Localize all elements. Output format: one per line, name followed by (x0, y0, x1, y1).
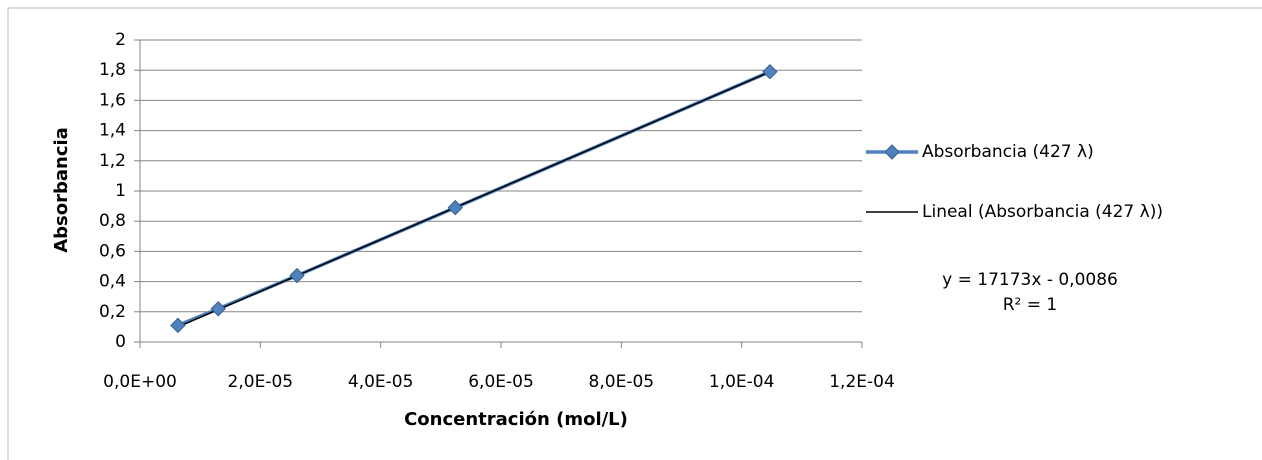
point (210, 301, 226, 317)
trendline-r2: R² = 1 (1003, 295, 1058, 315)
x-tick-label: 0,0E+00 (103, 372, 177, 392)
y-tick-label: 1,2 (99, 151, 126, 171)
x-tick-label: 4,0E-05 (348, 372, 414, 392)
y-tick-label: 0,4 (99, 272, 126, 292)
x-tick-label: 2,0E-05 (228, 372, 294, 392)
trendline-equation: y = 17173x - 0,0086 (942, 270, 1118, 290)
chart-border (7, 7, 1262, 460)
x-tick-label: 1,0E-04 (709, 372, 775, 392)
trendline (177, 71, 771, 328)
y-tick-label: 0 (115, 332, 126, 352)
legend-marker (884, 144, 900, 160)
y-tick-label: 0,6 (99, 241, 126, 261)
y-tick-label: 1,4 (99, 121, 126, 141)
legend-label: Lineal (Absorbancia (427 λ)) (922, 202, 1163, 222)
y-tick-label: 1 (115, 181, 126, 201)
legend-label: Absorbancia (427 λ) (922, 142, 1094, 162)
y-tick-label: 1,6 (99, 90, 126, 110)
y-tick-label: 2 (115, 30, 126, 50)
y-tick-label: 0,2 (99, 302, 126, 322)
x-tick-label: 6,0E-05 (468, 372, 534, 392)
y-tick-label: 1,8 (99, 60, 126, 80)
point (170, 317, 186, 334)
x-tick-label: 8,0E-05 (589, 372, 655, 392)
y-tick-label: 0,8 (99, 211, 126, 231)
point (762, 64, 778, 80)
point (447, 199, 463, 216)
x-tick-label: 1,2E-04 (829, 372, 895, 392)
x-axis-title: Concentración (mol/L) (404, 409, 628, 430)
y-axis-title: Absorbancia (51, 127, 72, 253)
point (289, 267, 305, 284)
